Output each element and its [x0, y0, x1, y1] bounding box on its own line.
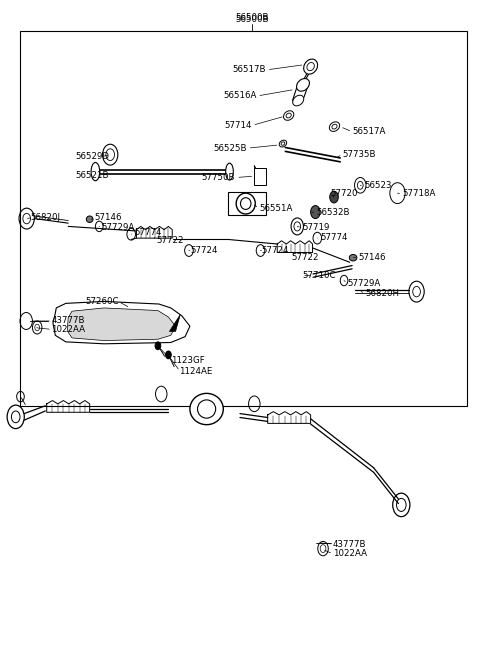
- Ellipse shape: [293, 95, 304, 106]
- Ellipse shape: [190, 394, 223, 424]
- Text: 57722: 57722: [156, 236, 184, 245]
- Text: 1022AA: 1022AA: [51, 325, 85, 334]
- Ellipse shape: [226, 163, 233, 180]
- Circle shape: [166, 351, 171, 359]
- Text: 57146: 57146: [95, 214, 122, 223]
- Text: 56521B: 56521B: [75, 171, 109, 180]
- Text: 56523: 56523: [364, 181, 392, 190]
- Text: 43777B: 43777B: [51, 316, 85, 326]
- Ellipse shape: [236, 193, 255, 214]
- Text: 56517B: 56517B: [233, 66, 266, 75]
- Text: 56500B: 56500B: [235, 15, 269, 24]
- Text: 57774: 57774: [134, 229, 162, 237]
- Text: 56532B: 56532B: [316, 208, 350, 217]
- Text: 56517A: 56517A: [352, 127, 385, 136]
- Circle shape: [311, 206, 320, 219]
- Text: 56500B: 56500B: [235, 13, 269, 22]
- Bar: [21, 31, 467, 405]
- Text: 43777B: 43777B: [333, 540, 367, 548]
- Text: 57724: 57724: [190, 246, 217, 255]
- Text: 57729A: 57729A: [348, 278, 381, 288]
- Text: 56551A: 56551A: [259, 204, 292, 213]
- Circle shape: [330, 191, 338, 203]
- Text: 57722: 57722: [291, 253, 319, 261]
- Text: 57146: 57146: [359, 253, 386, 262]
- Ellipse shape: [284, 111, 294, 121]
- Polygon shape: [67, 308, 176, 341]
- Text: 1022AA: 1022AA: [333, 550, 367, 558]
- Text: 57719: 57719: [302, 223, 329, 233]
- Ellipse shape: [304, 59, 318, 74]
- Ellipse shape: [286, 113, 291, 118]
- Text: 56525B: 56525B: [214, 143, 247, 153]
- Ellipse shape: [240, 198, 251, 210]
- Text: 57710C: 57710C: [302, 271, 336, 280]
- Ellipse shape: [281, 142, 285, 145]
- Bar: [254, 168, 266, 185]
- Text: 1124AE: 1124AE: [180, 367, 213, 376]
- Text: 1123GF: 1123GF: [171, 356, 204, 365]
- Text: 57260C: 57260C: [85, 297, 119, 306]
- Bar: [228, 192, 266, 215]
- Polygon shape: [169, 314, 180, 331]
- Text: 56820H: 56820H: [365, 289, 399, 298]
- Polygon shape: [53, 301, 190, 344]
- Text: 57729A: 57729A: [102, 223, 135, 233]
- Text: 56529D: 56529D: [75, 152, 109, 161]
- Ellipse shape: [86, 216, 93, 223]
- Ellipse shape: [91, 162, 100, 181]
- Text: 57714: 57714: [225, 121, 252, 130]
- Text: 57750B: 57750B: [202, 173, 235, 182]
- Text: 56516A: 56516A: [223, 92, 257, 100]
- Ellipse shape: [198, 400, 216, 418]
- Ellipse shape: [297, 79, 310, 91]
- Ellipse shape: [332, 124, 337, 129]
- Text: 57718A: 57718A: [402, 189, 436, 198]
- Text: 57724: 57724: [262, 246, 289, 255]
- Ellipse shape: [329, 122, 340, 132]
- Ellipse shape: [307, 62, 314, 71]
- Text: 56820J: 56820J: [30, 214, 60, 223]
- Text: 57720: 57720: [331, 189, 358, 198]
- Ellipse shape: [349, 254, 357, 261]
- Text: 57774: 57774: [320, 233, 348, 242]
- Circle shape: [155, 342, 161, 350]
- Ellipse shape: [279, 140, 287, 147]
- Text: 57735B: 57735B: [343, 150, 376, 159]
